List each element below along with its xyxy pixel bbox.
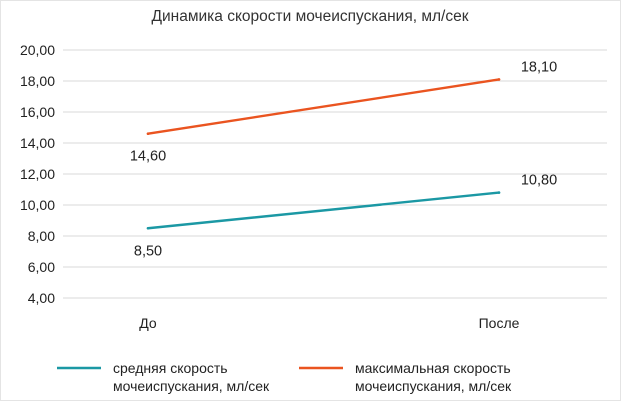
chart-title: Динамика скорости мочеиспускания, мл/сек: [152, 8, 469, 25]
y-tick-label: 20,00: [20, 42, 55, 58]
data-point: [146, 132, 150, 135]
y-tick-label: 16,00: [20, 104, 55, 120]
y-tick-label: 18,00: [20, 73, 55, 89]
data-labels: 8,50 10,80 14,60 18,10: [130, 59, 557, 259]
legend-label: максимальная скорость: [355, 360, 511, 376]
gridlines: [63, 49, 607, 299]
legend-label: средняя скорость: [113, 360, 228, 376]
legend: средняя скорость мочеиспускания, мл/сек ма…: [57, 360, 512, 394]
data-label: 14,60: [130, 149, 166, 165]
y-axis-tick-labels: 4,00 6,00 8,00 10,00 12,00 14,00 16,00 18,00 20,…: [20, 42, 55, 306]
data-point: [497, 78, 501, 81]
y-tick-label: 10,00: [20, 197, 55, 213]
data-label: 18,10: [521, 59, 557, 75]
series-line: [146, 78, 501, 135]
legend-label: мочеиспускания, мл/сек: [355, 378, 512, 394]
y-tick-label: 8,00: [28, 228, 55, 244]
data-point: [146, 226, 150, 230]
data-label: 10,80: [521, 173, 557, 189]
x-tick-label: После: [479, 315, 520, 331]
x-tick-label: До: [139, 315, 157, 331]
y-tick-label: 4,00: [28, 290, 55, 306]
data-label: 8,50: [134, 243, 162, 259]
y-tick-label: 6,00: [28, 259, 55, 275]
series-lines: [146, 78, 501, 230]
y-tick-label: 12,00: [20, 166, 55, 182]
x-axis-tick-labels: До После: [139, 315, 519, 331]
data-point: [497, 191, 501, 194]
y-tick-label: 14,00: [20, 135, 55, 151]
series-line: [146, 191, 501, 230]
legend-label: мочеиспускания, мл/сек: [113, 378, 270, 394]
